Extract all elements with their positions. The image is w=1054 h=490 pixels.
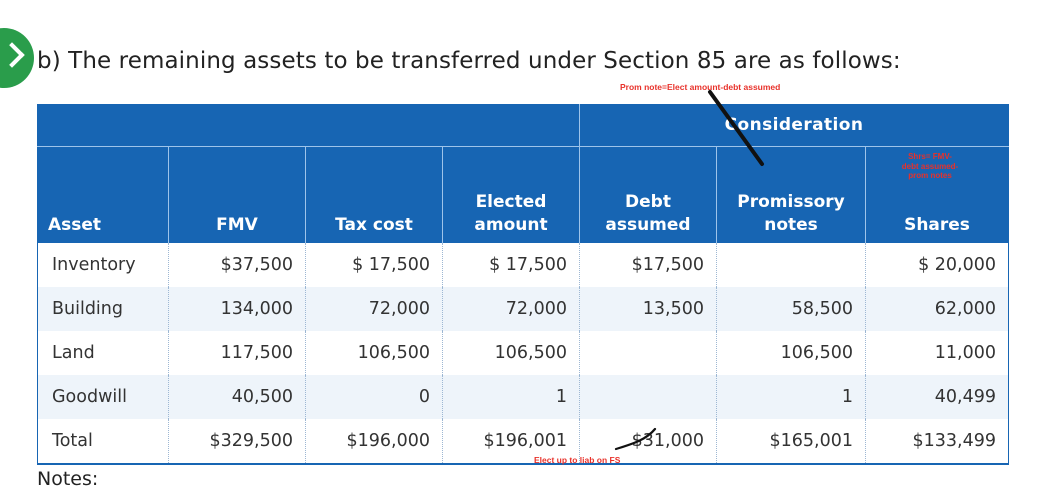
cell-fmv: 117,500 [168,331,306,375]
cell-promissory-notes: $165,001 [716,419,866,465]
cell-asset: Goodwill [37,375,169,419]
cell-fmv: 134,000 [168,287,306,331]
cell-shares: 11,000 [864,331,1009,375]
cell-asset: Building [37,287,169,331]
shares-note-line: debt assumed- [901,161,959,171]
cell-fmv: $329,500 [168,419,306,465]
col-header-promissory-notes: Promissory notes [716,146,866,243]
cell-elected-amount: 106,500 [442,331,580,375]
cell-promissory-notes: 58,500 [716,287,866,331]
table-row: Inventory $37,500 $ 17,500 $ 17,500 $17,… [38,243,1009,287]
cell-tax-cost: 0 [305,375,443,419]
shares-note-line: Shrs= FMV- [908,152,952,161]
prom-note-annotation: Prom note=Elect amount-debt assumed [620,82,781,92]
cell-shares: $133,499 [864,419,1009,465]
header-spacer [37,104,580,147]
cell-fmv: $37,500 [168,243,306,287]
cell-shares: $ 20,000 [864,243,1009,287]
cell-asset: Land [52,343,95,363]
cell-elected-amount: 72,000 [442,287,580,331]
cell-promissory-notes [716,243,866,287]
section-heading: b) The remaining assets to be transferre… [37,48,901,74]
cell-debt-assumed [579,375,717,419]
col-header-tax-cost: Tax cost [305,146,443,243]
table-row: Land 117,500 106,500 106,500 106,500 11,… [38,331,1009,375]
col-header-fmv: FMV [168,146,306,243]
table-row-total: Total $329,500 $196,000 $196,001 $31,000… [37,419,1009,465]
cell-elected-amount: 1 [442,375,580,419]
cell-shares: 40,499 [864,375,1009,419]
shares-note-annotation: Shrs= FMV- debt assumed- prom notes [880,152,980,181]
cell-debt-assumed: 13,500 [579,287,717,331]
consideration-header: Consideration [578,104,1009,147]
cell-debt-assumed [579,331,717,375]
col-header-asset: Asset [37,146,169,243]
col-header-debt-assumed: Debt assumed [579,146,717,243]
notes-label: Notes: [37,468,99,490]
cell-tax-cost: $ 17,500 [305,243,443,287]
table-row: Goodwill 40,500 0 1 1 40,499 [37,375,1009,419]
cell-debt-assumed: $31,000 [579,419,717,465]
cell-debt-assumed: $17,500 [579,243,717,287]
cell-tax-cost: 106,500 [305,331,443,375]
shares-note-line: prom notes [908,171,952,180]
cell-shares: 62,000 [864,287,1009,331]
cell-asset: Inventory [52,255,136,275]
cell-tax-cost: 72,000 [305,287,443,331]
col-header-elected-amount: Elected amount [442,146,580,243]
cell-elected-amount: $196,001 [442,419,580,465]
chevron-right-icon [0,42,25,68]
cell-fmv: 40,500 [168,375,306,419]
cell-promissory-notes: 106,500 [716,331,866,375]
elect-note-annotation: Elect up to liab on FS [534,455,621,465]
cell-elected-amount: $ 17,500 [442,243,580,287]
section-badge [0,28,34,88]
cell-tax-cost: $196,000 [305,419,443,465]
cell-asset: Total [37,419,169,465]
asset-transfer-table: Consideration Asset FMV Tax cost Elected… [37,104,1010,465]
col-header-shares: Shares [864,146,1009,243]
column-header-row: Asset FMV Tax cost Elected amount Debt ass… [37,146,1009,243]
table-row: Building 134,000 72,000 72,000 13,500 58… [37,287,1009,331]
cell-promissory-notes: 1 [716,375,866,419]
